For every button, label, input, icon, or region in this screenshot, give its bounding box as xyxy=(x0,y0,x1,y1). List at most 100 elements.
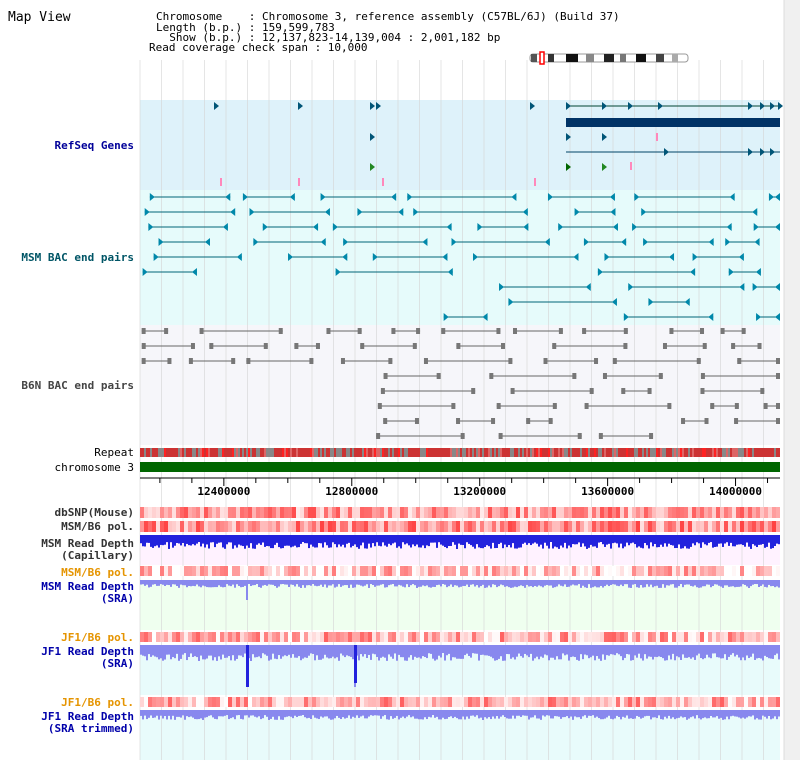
bac-end-marker xyxy=(776,358,780,364)
bac-end-marker xyxy=(141,358,146,364)
snp-mark xyxy=(298,178,300,186)
track-label-msm-b6-pol-1: MSM/B6 pol. xyxy=(61,520,134,533)
bac-end-marker xyxy=(422,238,428,246)
bac-end-marker xyxy=(775,193,780,201)
bac-end-marker xyxy=(584,403,589,409)
bac-end-marker xyxy=(343,238,349,246)
bac-end-marker xyxy=(612,358,617,364)
bac-end-marker xyxy=(190,343,195,349)
bac-end-marker xyxy=(720,328,725,334)
bac-end-marker xyxy=(621,388,626,394)
axis-tick-label: 12800000 xyxy=(325,485,378,498)
heat-tracks[interactable] xyxy=(140,507,780,707)
bac-end-marker xyxy=(205,238,211,246)
bac-end-marker xyxy=(442,253,448,261)
depth-tracks[interactable] xyxy=(140,535,780,720)
bac-end-marker xyxy=(510,388,515,394)
bac-end-marker xyxy=(489,373,494,379)
bac-end-marker xyxy=(552,343,557,349)
bac-end-marker xyxy=(710,403,715,409)
bac-end-marker xyxy=(658,373,663,379)
bac-end-marker xyxy=(667,403,672,409)
bac-end-marker xyxy=(700,373,705,379)
info-show: Show (b.p.) : 12,137,823-14,139,004 : 2,… xyxy=(156,31,501,44)
bac-end-marker xyxy=(594,358,599,364)
bac-end-marker xyxy=(496,403,501,409)
snp-mark xyxy=(630,162,632,170)
repeat-track[interactable] xyxy=(140,448,780,457)
bac-end-marker xyxy=(391,328,396,334)
bac-end-marker xyxy=(753,223,759,231)
bac-end-marker xyxy=(760,388,765,394)
gene-arrow xyxy=(760,102,765,110)
bac-end-marker xyxy=(757,343,762,349)
grid-lines xyxy=(139,60,764,760)
bac-end-marker xyxy=(597,268,603,276)
snp-mark xyxy=(220,178,222,186)
bac-end-marker xyxy=(609,193,615,201)
gene-arrow xyxy=(370,102,375,110)
refseq-features[interactable] xyxy=(214,102,783,186)
b6n-bac-features[interactable] xyxy=(141,328,780,439)
bac-end-marker xyxy=(583,238,589,246)
bac-end-marker xyxy=(775,313,780,321)
bac-end-marker xyxy=(482,313,488,321)
bac-end-marker xyxy=(377,403,382,409)
bac-end-marker xyxy=(632,223,638,231)
scrollbar-track[interactable] xyxy=(784,0,800,760)
bac-end-marker xyxy=(164,328,169,334)
bac-end-marker xyxy=(574,208,580,216)
bac-end-marker xyxy=(700,328,705,334)
bac-end-marker xyxy=(324,208,330,216)
bac-end-marker xyxy=(335,268,341,276)
bac-end-marker xyxy=(558,328,563,334)
bac-end-marker xyxy=(372,253,378,261)
msm-bac-features[interactable] xyxy=(142,193,780,321)
bac-end-marker xyxy=(357,208,363,216)
bac-end-marker xyxy=(246,358,251,364)
bac-end-marker xyxy=(598,433,603,439)
bac-end-marker xyxy=(230,208,236,216)
track-label-msm-depth-sra: MSM Read Depth xyxy=(41,580,134,593)
chromosome-ideogram[interactable] xyxy=(529,51,689,65)
refseq-band xyxy=(140,100,780,190)
gene-arrow xyxy=(530,102,535,110)
bac-end-marker xyxy=(623,343,628,349)
bac-end-marker xyxy=(315,343,320,349)
bac-end-marker xyxy=(621,238,627,246)
bac-end-marker xyxy=(734,418,739,424)
bac-end-marker xyxy=(526,418,531,424)
bac-end-marker xyxy=(523,223,529,231)
bac-end-marker xyxy=(512,328,517,334)
bac-end-marker xyxy=(775,223,780,231)
gene-arrow xyxy=(602,102,607,110)
bac-end-marker xyxy=(669,253,675,261)
bac-end-marker xyxy=(543,358,548,364)
bac-end-marker xyxy=(623,328,628,334)
bac-end-marker xyxy=(451,403,456,409)
bac-end-marker xyxy=(681,418,686,424)
bac-end-marker xyxy=(278,328,283,334)
track-label-b6n-bac: B6N BAC end pairs xyxy=(21,379,134,392)
gene-arrow xyxy=(214,102,219,110)
bac-end-marker xyxy=(577,433,582,439)
bac-end-marker xyxy=(708,313,714,321)
bac-end-marker xyxy=(552,403,557,409)
bac-end-marker xyxy=(508,358,513,364)
axis-tick-label: 13200000 xyxy=(453,485,506,498)
track-label-msm-depth-cap: MSM Read Depth xyxy=(41,537,134,550)
bac-end-marker xyxy=(436,373,441,379)
bac-end-marker xyxy=(690,268,696,276)
bac-end-marker xyxy=(357,328,362,334)
bac-end-marker xyxy=(628,283,634,291)
gene-arrow xyxy=(566,163,571,171)
bac-end-marker xyxy=(340,358,345,364)
track-label-msm-depth-cap-sub: (Capillary) xyxy=(61,549,134,562)
bac-end-marker xyxy=(634,193,640,201)
axis-tick-label: 14000000 xyxy=(709,485,762,498)
bac-end-marker xyxy=(441,328,446,334)
bac-end-marker xyxy=(158,238,164,246)
bac-end-marker xyxy=(756,313,762,321)
bac-end-marker xyxy=(649,433,654,439)
